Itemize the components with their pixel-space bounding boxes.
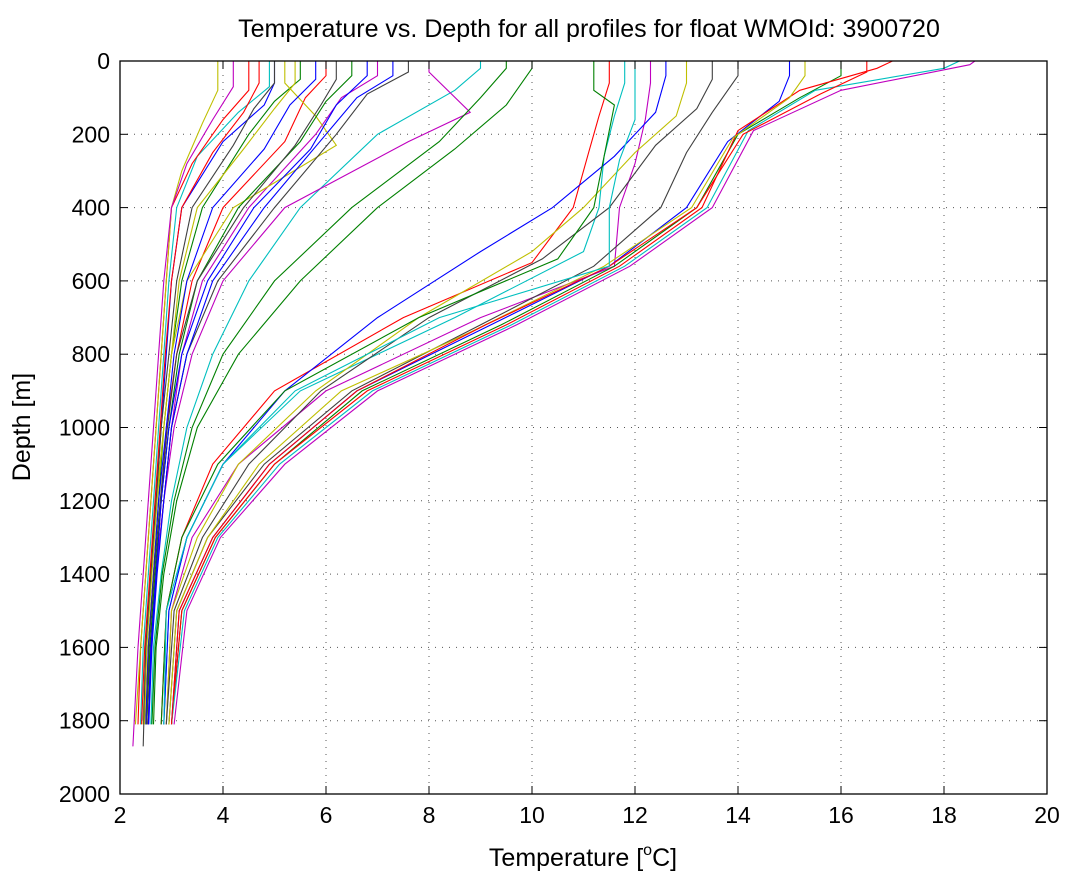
profile-line [146, 61, 337, 725]
profile-line [146, 61, 353, 725]
y-axis-label: Depth [m] [8, 373, 36, 481]
y-tick-label: 400 [72, 195, 110, 221]
profile-line [147, 61, 368, 725]
x-tick-label: 18 [931, 802, 957, 828]
x-tick-label: 4 [217, 802, 230, 828]
profile-line [165, 61, 713, 725]
profile-line [163, 61, 626, 725]
profile-line [160, 61, 616, 725]
profile-line [147, 61, 472, 725]
y-tick-label: 1800 [59, 708, 110, 734]
x-axis-label-unit: C] [652, 844, 677, 872]
profile-line [140, 61, 270, 725]
profile-line [163, 61, 636, 725]
y-tick-label: 600 [72, 268, 110, 294]
x-tick-label: 20 [1034, 802, 1060, 828]
profile-line [168, 61, 806, 725]
profile-line [170, 61, 842, 725]
chart-title: Temperature vs. Depth for all profiles f… [238, 15, 940, 43]
profile-line [142, 61, 276, 747]
x-tick-label: 10 [519, 802, 545, 828]
profile-line [144, 61, 296, 725]
profile-line [151, 61, 507, 725]
profile-line [141, 61, 260, 725]
x-tick-label: 12 [622, 802, 648, 828]
profile-line [134, 61, 219, 725]
x-tick-label: 6 [320, 802, 333, 828]
y-tick-label: 0 [97, 48, 110, 74]
profile-line [170, 61, 960, 725]
axis-ticks: 2 4 6 8 10 12 14 16 18 20020040060080010001200140… [59, 48, 1060, 828]
x-axis-label-superscript: o [643, 842, 652, 859]
profile-line [152, 61, 533, 725]
profile-lines [132, 61, 976, 747]
y-tick-label: 200 [72, 121, 110, 147]
y-tick-label: 1200 [59, 488, 110, 514]
profile-line [132, 61, 234, 747]
x-axis-label-main: Temperature [ [489, 844, 643, 872]
profile-line [148, 61, 394, 725]
profile-line [170, 61, 868, 725]
x-tick-label: 2 [114, 802, 127, 828]
y-tick-label: 1600 [59, 634, 110, 660]
profile-line [170, 61, 893, 725]
profile-line [165, 61, 652, 725]
y-tick-label: 1000 [59, 415, 110, 441]
x-tick-label: 16 [828, 802, 854, 828]
x-axis-label: Temperature [oC] [489, 842, 677, 872]
x-tick-label: 14 [725, 802, 751, 828]
x-tick-label: 8 [423, 802, 436, 828]
profile-line [165, 61, 688, 725]
profile-line [150, 61, 482, 725]
profile-line [160, 61, 610, 725]
y-tick-label: 1400 [59, 561, 110, 587]
profile-line [170, 61, 791, 725]
y-tick-label: 800 [72, 341, 110, 367]
profile-line [173, 61, 976, 725]
y-tick-label: 2000 [59, 781, 110, 807]
